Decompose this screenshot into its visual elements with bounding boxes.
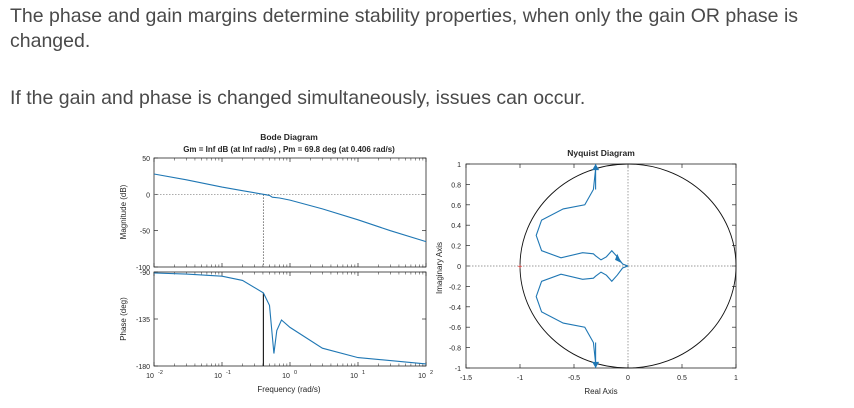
imag-tick-label: 1 xyxy=(457,162,461,169)
nyquist-imag-axis-label: Imaginary Axis xyxy=(435,242,444,294)
magnitude-tick-label: 0 xyxy=(146,192,150,199)
critical-point-marker: + xyxy=(518,262,523,271)
magnitude-tick-label: 50 xyxy=(142,156,150,163)
frequency-tick-exponent: 1 xyxy=(362,370,365,376)
real-tick-label: 0.5 xyxy=(677,375,687,382)
phase-tick-label: -90 xyxy=(140,270,150,277)
imag-tick-label: 0.6 xyxy=(451,203,461,210)
phase-axis-label: Phase (deg) xyxy=(119,297,128,341)
real-tick-label: -1 xyxy=(517,375,523,382)
nyquist-title: Nyquist Diagram xyxy=(567,148,635,158)
imag-tick-label: -0.4 xyxy=(449,305,461,312)
frequency-tick-label: 10 xyxy=(418,373,426,380)
imag-tick-label: -0.2 xyxy=(449,284,461,291)
frequency-tick-exponent: 0 xyxy=(294,370,297,376)
imag-tick-label: 0.2 xyxy=(451,244,461,251)
imag-tick-label: 0 xyxy=(457,264,461,271)
bode-frequency-label: Frequency (rad/s) xyxy=(257,385,320,394)
frequency-tick-exponent: 2 xyxy=(430,370,433,376)
magnitude-axis-label: Magnitude (dB) xyxy=(119,184,128,239)
frequency-tick-label: 10 xyxy=(146,373,154,380)
magnitude-tick-label: -50 xyxy=(140,229,150,236)
phase-tick-label: -135 xyxy=(136,317,150,324)
imag-tick-label: -0.6 xyxy=(449,325,461,332)
real-tick-label: 0 xyxy=(626,375,630,382)
frequency-tick-exponent: -2 xyxy=(158,370,163,376)
imag-tick-label: 0.8 xyxy=(451,182,461,189)
frequency-tick-label: 10 xyxy=(282,373,290,380)
imag-tick-label: 0.4 xyxy=(451,223,461,230)
real-tick-label: 1 xyxy=(734,375,738,382)
imag-tick-label: -1 xyxy=(455,366,461,373)
frequency-tick-label: 10 xyxy=(214,373,222,380)
magnitude-plot-area xyxy=(154,158,426,267)
real-tick-label: -1.5 xyxy=(460,375,472,382)
nyquist-real-axis-label: Real Axis xyxy=(584,387,617,396)
phase-plot-area xyxy=(154,272,426,366)
bode-subtitle: Gm = Inf dB (at Inf rad/s) , Pm = 69.8 d… xyxy=(183,145,395,154)
real-tick-label: -0.5 xyxy=(568,375,580,382)
frequency-tick-label: 10 xyxy=(350,373,358,380)
bode-title: Bode Diagram xyxy=(260,132,318,142)
imag-tick-label: -0.8 xyxy=(449,346,461,353)
phase-tick-label: -180 xyxy=(136,364,150,371)
frequency-tick-exponent: -1 xyxy=(226,370,231,376)
